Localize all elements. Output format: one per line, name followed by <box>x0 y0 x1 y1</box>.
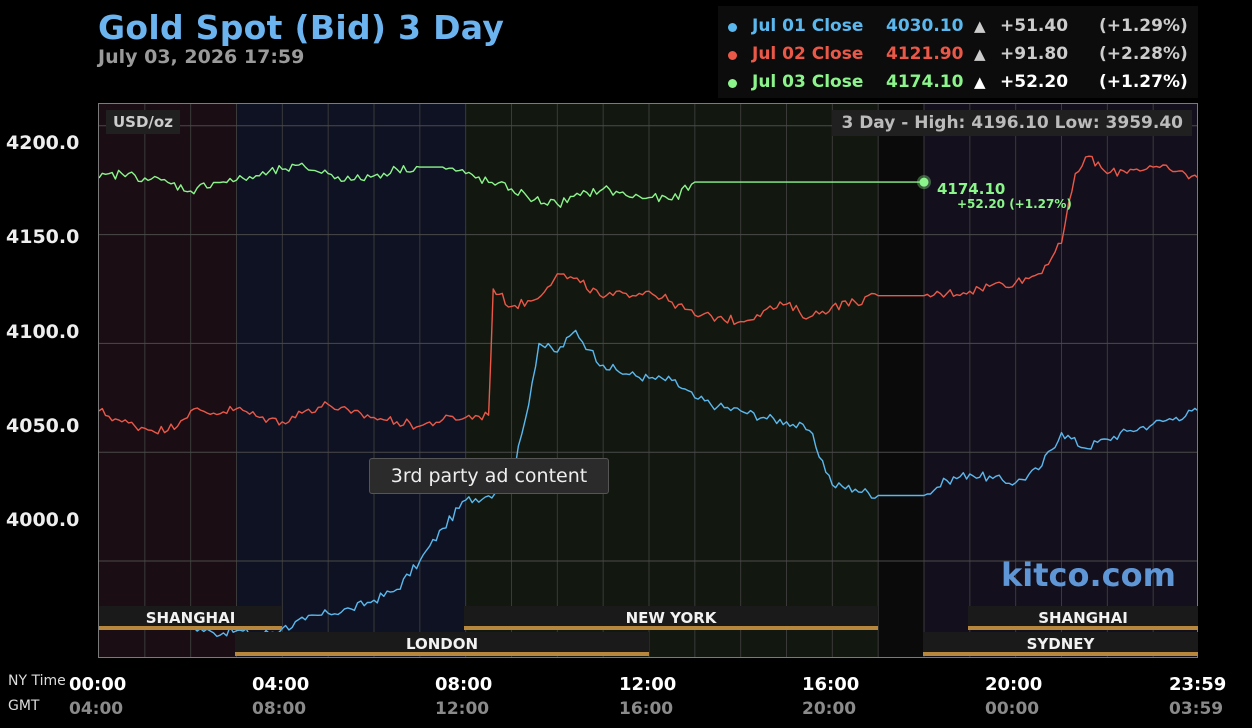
x-tick-label-gmt: 08:00 <box>252 699 307 719</box>
market-shanghai-1: SHANGHAI <box>99 606 282 630</box>
legend-change: +91.80 <box>1000 44 1069 64</box>
x-tick-label-ny: 20:00 <box>985 674 1043 695</box>
x-tick-label-gmt: 04:00 <box>69 699 124 719</box>
session-bar <box>968 626 1198 630</box>
ny-time-axis-name: NY Time <box>8 673 66 689</box>
x-tick-label-gmt: 03:59 <box>1169 699 1224 719</box>
y-tick-label: 4050.0 <box>6 415 80 437</box>
legend-dot-icon <box>728 79 737 88</box>
session-band <box>99 104 237 657</box>
market-label: SHANGHAI <box>145 609 236 627</box>
market-sydney: SYDNEY <box>923 632 1198 656</box>
y-tick-label: 4200.0 <box>6 132 80 154</box>
legend-percent: (+1.27%) <box>1099 72 1188 92</box>
legend-dot-icon <box>728 23 737 32</box>
legend-dot-icon <box>728 51 737 60</box>
ad-placeholder[interactable]: 3rd party ad content <box>369 458 609 494</box>
legend-label: Jul 01 Close <box>752 16 864 36</box>
x-tick-label-ny: 00:00 <box>69 674 127 695</box>
market-new-york: NEW YORK <box>464 606 878 630</box>
series-line <box>99 155 1197 435</box>
up-arrow-icon: ▲ <box>974 17 986 35</box>
current-price-label: 4174.10 <box>937 180 1006 198</box>
legend-value: 4121.90 <box>886 44 964 64</box>
legend-change: +51.40 <box>1000 16 1069 36</box>
chart-title: Gold Spot (Bid) 3 Day <box>98 8 505 47</box>
session-bar <box>464 626 878 630</box>
legend-percent: (+2.28%) <box>1099 44 1188 64</box>
legend-value: 4030.10 <box>886 16 964 36</box>
session-band <box>878 104 924 657</box>
current-marker-dot <box>919 177 929 187</box>
x-tick-label-ny: 12:00 <box>619 674 677 695</box>
price-chart <box>99 104 1197 657</box>
legend-change: +52.20 <box>1000 72 1069 92</box>
legend-label: Jul 02 Close <box>752 44 864 64</box>
up-arrow-icon: ▲ <box>974 45 986 63</box>
y-tick-label: 4000.0 <box>6 509 80 531</box>
current-change-label: +52.20 (+1.27%) <box>957 197 1072 211</box>
series-line <box>99 329 1197 638</box>
market-label: SYDNEY <box>1026 635 1095 653</box>
legend-label: Jul 03 Close <box>752 72 864 92</box>
legend-percent: (+1.29%) <box>1099 16 1188 36</box>
market-label: LONDON <box>405 635 479 653</box>
legend-value: 4174.10 <box>886 72 964 92</box>
session-bar <box>235 652 649 656</box>
market-label: NEW YORK <box>625 609 717 627</box>
unit-label: USD/oz <box>106 110 180 134</box>
x-tick-label-gmt: 12:00 <box>435 699 490 719</box>
x-tick-label-ny: 16:00 <box>802 674 860 695</box>
chart-timestamp: July 03, 2026 17:59 <box>98 46 305 68</box>
plot-area[interactable] <box>98 103 1198 658</box>
x-tick-label-ny: 23:59 <box>1169 674 1227 695</box>
up-arrow-icon: ▲ <box>974 73 986 91</box>
market-london: LONDON <box>235 632 649 656</box>
gmt-axis-name: GMT <box>8 698 40 714</box>
session-band <box>236 104 466 657</box>
session-bar <box>923 652 1198 656</box>
market-label: SHANGHAI <box>1038 609 1128 627</box>
legend: Jul 01 Close 4030.10 ▲ +51.40 (+1.29%) J… <box>718 6 1198 98</box>
x-tick-label-ny: 04:00 <box>252 674 310 695</box>
brand-watermark: kitco.com <box>1001 556 1176 594</box>
y-tick-label: 4150.0 <box>6 226 80 248</box>
x-tick-label-gmt: 20:00 <box>802 699 857 719</box>
high-low-readout: 3 Day - High: 4196.10 Low: 3959.40 <box>832 110 1192 136</box>
x-tick-label-ny: 08:00 <box>435 674 493 695</box>
x-tick-label-gmt: 16:00 <box>619 699 674 719</box>
session-bar <box>99 626 282 630</box>
series-line <box>99 162 924 208</box>
y-tick-label: 4100.0 <box>6 321 80 343</box>
market-shanghai-2: SHANGHAI <box>968 606 1198 630</box>
x-tick-label-gmt: 00:00 <box>985 699 1040 719</box>
